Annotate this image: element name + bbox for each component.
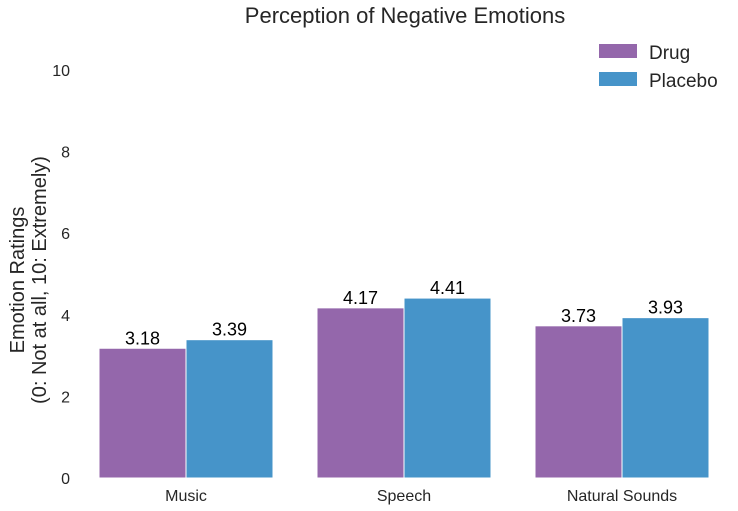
y-axis-ticks: 0 2 4 6 8 10 <box>52 63 70 488</box>
x-tick-label: Music <box>165 488 207 505</box>
y-axis-label: Emotion Ratings (0: Not at all, 10: Extr… <box>7 156 51 404</box>
data-label: 4.41 <box>430 278 465 298</box>
y-tick-label: 0 <box>61 471 70 488</box>
y-tick-label: 2 <box>61 389 70 406</box>
legend: Drug Placebo <box>599 43 718 92</box>
bar-drug-music <box>98 347 187 479</box>
y-axis-label-line1: Emotion Ratings <box>7 207 29 354</box>
x-tick-label: Speech <box>377 488 431 505</box>
y-tick-label: 6 <box>61 226 70 243</box>
bar-placebo-music <box>185 339 274 479</box>
data-label: 3.18 <box>125 328 160 348</box>
bar-placebo-speech <box>403 297 492 479</box>
y-tick-label: 4 <box>61 308 70 325</box>
data-label: 3.93 <box>648 298 683 318</box>
y-tick-label: 10 <box>52 63 70 80</box>
legend-swatch-placebo <box>599 72 637 86</box>
x-axis-ticks: Music Speech Natural Sounds <box>165 488 677 505</box>
data-label: 4.17 <box>343 288 378 308</box>
bar-placebo-natural-sounds <box>621 317 710 479</box>
legend-swatch-drug <box>599 44 637 58</box>
data-label: 3.39 <box>212 320 247 340</box>
bar-drug-natural-sounds <box>534 325 623 479</box>
data-label: 3.73 <box>561 306 596 326</box>
x-tick-label: Natural Sounds <box>567 488 677 505</box>
data-labels: 3.18 4.17 3.73 3.39 4.41 3.93 <box>125 278 683 348</box>
bars <box>98 297 710 479</box>
bar-drug-speech <box>316 307 405 479</box>
y-tick-label: 8 <box>61 145 70 162</box>
chart-title: Perception of Negative Emotions <box>245 3 565 28</box>
legend-label-drug: Drug <box>649 43 690 64</box>
legend-label-placebo: Placebo <box>649 71 718 92</box>
y-axis-label-line2: (0: Not at all, 10: Extremely) <box>29 156 51 404</box>
